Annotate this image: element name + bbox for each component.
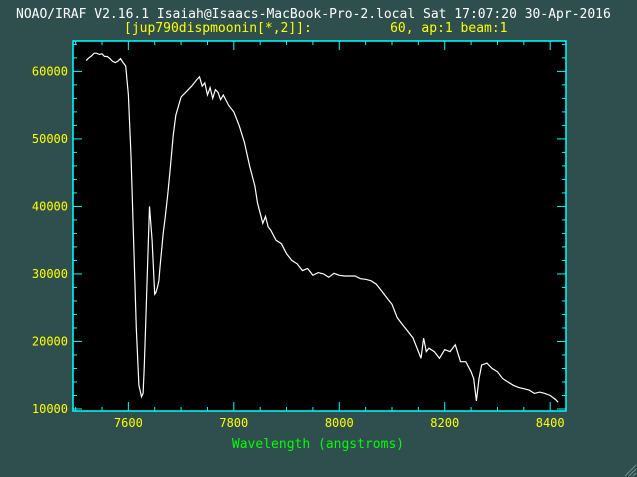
x-axis-label: Wavelength (angstroms) [232, 437, 404, 452]
axis-tick-labels: 7600 7800 8000 8200 8400 10000 20000 30000 40000… [32, 64, 565, 430]
y-tick-label: 10000 [32, 402, 68, 416]
spectrum-line [85, 52, 559, 403]
y-tick-label: 30000 [32, 267, 68, 281]
x-tick-label: 8000 [325, 416, 354, 430]
y-tick-label: 40000 [32, 199, 68, 213]
axis-ticks [73, 41, 566, 411]
y-tick-label: 50000 [32, 132, 68, 146]
plot-area [72, 40, 567, 412]
x-tick-label: 7600 [114, 416, 143, 430]
resize-grip-icon[interactable] [623, 463, 637, 477]
x-tick-label: 8400 [536, 416, 565, 430]
y-tick-label: 20000 [32, 334, 68, 348]
x-tick-label: 7800 [219, 416, 248, 430]
plot-header-line1: NOAO/IRAF V2.16.1 Isaiah@Isaacs-MacBook-… [16, 7, 611, 22]
y-tick-label: 60000 [32, 64, 68, 78]
x-tick-label: 8200 [430, 416, 459, 430]
plot-header-line2: [jup790dispmoonin[*,2]]: 60, ap:1 beam:1 [124, 21, 508, 36]
